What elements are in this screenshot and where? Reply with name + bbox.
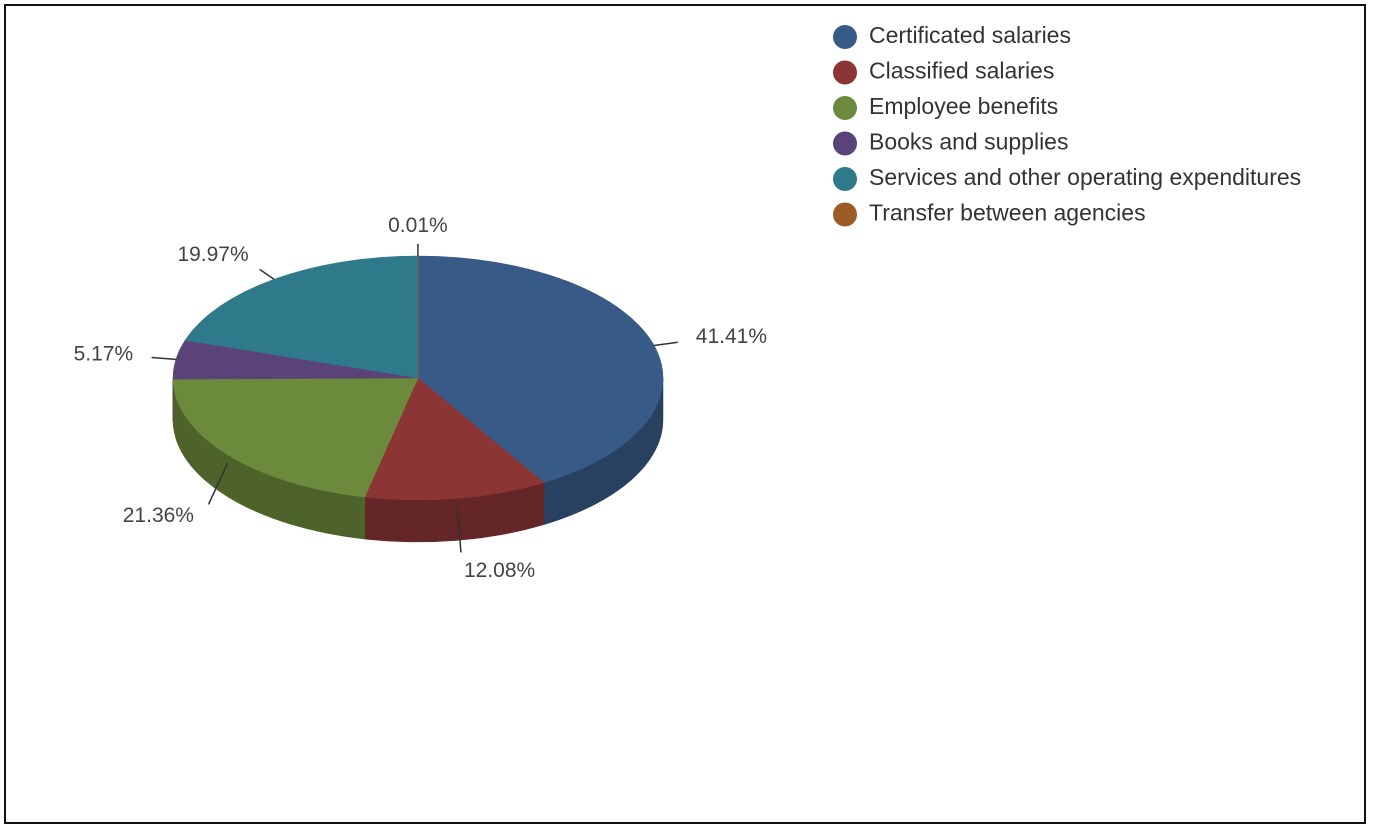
legend-label: Classified salaries [869, 58, 1054, 84]
legend-label: Services and other operating expenditure… [869, 164, 1301, 190]
data-label: 19.97% [177, 243, 248, 266]
legend-marker [833, 167, 857, 191]
chart: 41.41% 12.08% 21.36% 5.17% 19.97% 0.01% Certif… [0, 0, 1373, 795]
legend-label: Employee benefits [869, 93, 1058, 119]
data-label: 41.41% [696, 325, 767, 348]
legend-marker [833, 61, 857, 85]
leader-line [152, 358, 176, 360]
legend-marker [833, 203, 857, 227]
legend-marker [833, 132, 857, 156]
data-label: 21.36% [123, 504, 194, 527]
data-label: 12.08% [464, 559, 535, 582]
legend-marker [833, 96, 857, 120]
leader-line [260, 269, 274, 279]
legend-marker [833, 25, 857, 49]
legend-label: Transfer between agencies [869, 200, 1146, 226]
legend-label: Certificated salaries [869, 22, 1071, 48]
data-label: 0.01% [388, 214, 448, 237]
page: 41.41% 12.08% 21.36% 5.17% 19.97% 0.01% Certif… [0, 0, 1373, 795]
data-label: 5.17% [74, 342, 134, 365]
leader-line [654, 342, 678, 345]
legend-label: Books and supplies [869, 129, 1068, 155]
